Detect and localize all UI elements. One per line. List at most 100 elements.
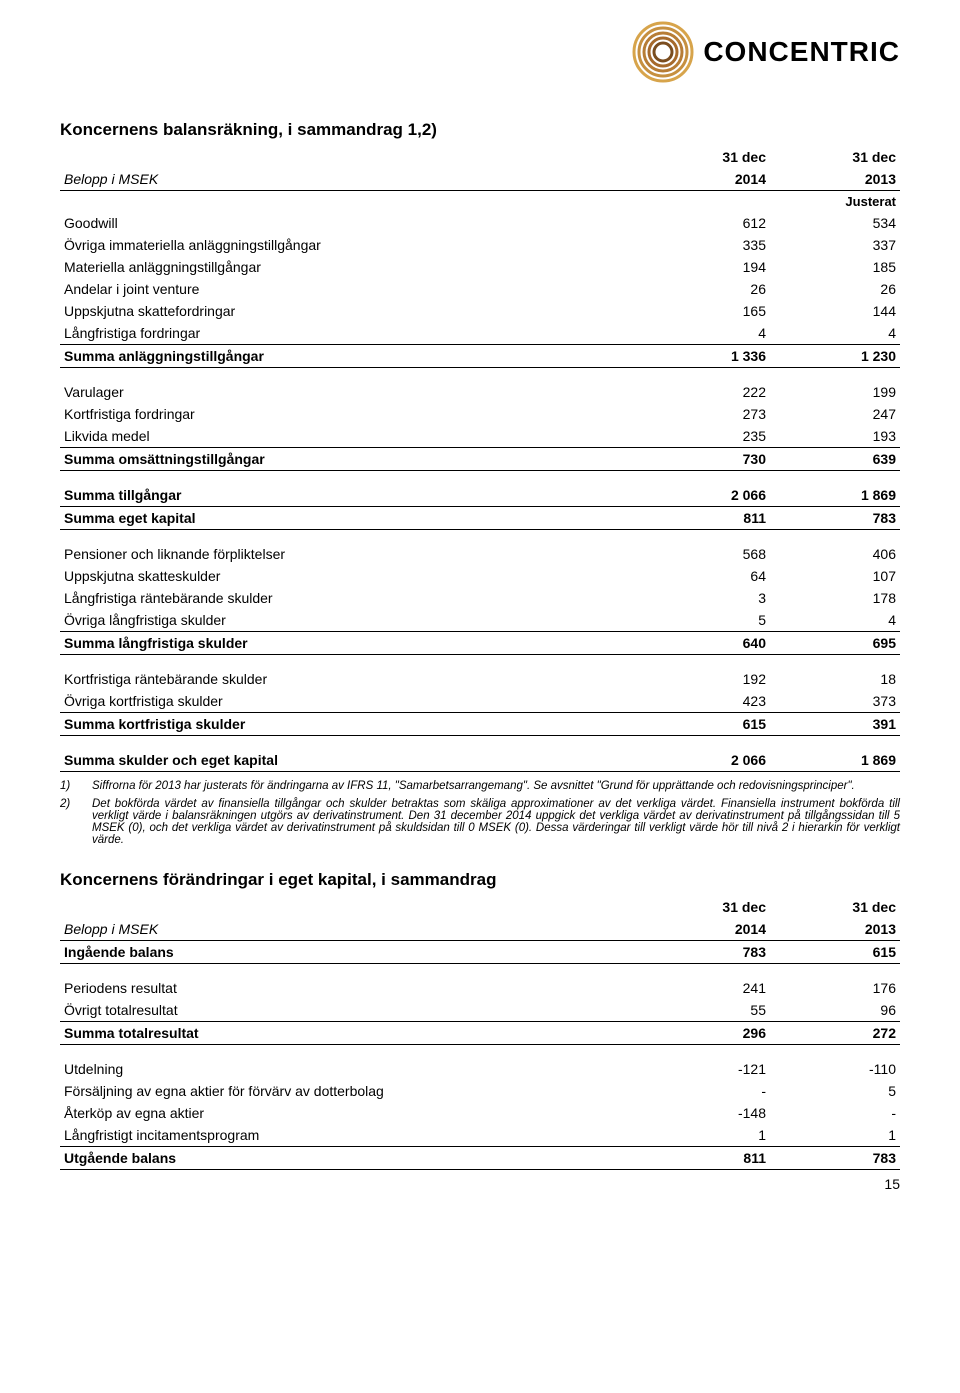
row-val-2013: 178 bbox=[770, 587, 900, 609]
spacer-row bbox=[60, 1045, 900, 1059]
row-val-2014: 335 bbox=[640, 234, 770, 256]
row-label: Summa anläggningstillgångar bbox=[60, 345, 640, 368]
row-val-2013: 185 bbox=[770, 256, 900, 278]
row-val-2014: 615 bbox=[640, 713, 770, 736]
spacer-row bbox=[60, 655, 900, 669]
row-val-2013: 144 bbox=[770, 300, 900, 322]
row-label: Varulager bbox=[60, 381, 640, 403]
table-row: Summa anläggningstillgångar1 3361 230 bbox=[60, 345, 900, 368]
row-val-2014: 3 bbox=[640, 587, 770, 609]
footnote-marker: 2) bbox=[60, 798, 80, 846]
row-label: Ingående balans bbox=[60, 941, 640, 964]
row-label: Andelar i joint venture bbox=[60, 278, 640, 300]
logo-text: CONCENTRIC bbox=[703, 36, 900, 68]
row-val-2014: 811 bbox=[640, 1147, 770, 1170]
table-row: Summa skulder och eget kapital2 0661 869 bbox=[60, 749, 900, 772]
table-row: Övrigt totalresultat5596 bbox=[60, 999, 900, 1022]
table-row: Kortfristiga fordringar273247 bbox=[60, 403, 900, 425]
table-row: Ingående balans783615 bbox=[60, 941, 900, 964]
row-val-2014: 640 bbox=[640, 632, 770, 655]
t1-row-label: Belopp i MSEK bbox=[60, 146, 640, 191]
row-val-2014: 26 bbox=[640, 278, 770, 300]
table-row: Långfristiga fordringar44 bbox=[60, 322, 900, 345]
table-row: Uppskjutna skattefordringar165144 bbox=[60, 300, 900, 322]
company-logo: CONCENTRIC bbox=[631, 20, 900, 84]
row-label: Övriga immateriella anläggningstillgånga… bbox=[60, 234, 640, 256]
table-row: Materiella anläggningstillgångar194185 bbox=[60, 256, 900, 278]
row-val-2014: 64 bbox=[640, 565, 770, 587]
row-label: Kortfristiga fordringar bbox=[60, 403, 640, 425]
row-val-2014: -148 bbox=[640, 1102, 770, 1124]
row-val-2014: 55 bbox=[640, 999, 770, 1022]
table-row: Goodwill612534 bbox=[60, 212, 900, 234]
table-row: Långfristiga räntebärande skulder3178 bbox=[60, 587, 900, 609]
table-row: Utdelning-121-110 bbox=[60, 1058, 900, 1080]
row-label: Uppskjutna skatteskulder bbox=[60, 565, 640, 587]
row-label: Summa omsättningstillgångar bbox=[60, 448, 640, 471]
t2-col1-top: 31 dec bbox=[640, 896, 770, 918]
row-val-2013: 193 bbox=[770, 425, 900, 448]
table-row: Övriga immateriella anläggningstillgånga… bbox=[60, 234, 900, 256]
row-val-2013: 406 bbox=[770, 543, 900, 565]
spacer-row bbox=[60, 736, 900, 750]
table-row: Övriga långfristiga skulder54 bbox=[60, 609, 900, 632]
row-val-2014: 165 bbox=[640, 300, 770, 322]
row-label: Övriga kortfristiga skulder bbox=[60, 690, 640, 713]
row-label: Pensioner och liknande förpliktelser bbox=[60, 543, 640, 565]
table-row: Summa tillgångar2 0661 869 bbox=[60, 484, 900, 507]
row-val-2014: 5 bbox=[640, 609, 770, 632]
row-val-2014: 568 bbox=[640, 543, 770, 565]
table-row: Likvida medel235193 bbox=[60, 425, 900, 448]
t2-row-label: Belopp i MSEK bbox=[60, 896, 640, 941]
t1-adjusted-label: Justerat bbox=[770, 191, 900, 213]
table-row: Pensioner och liknande förpliktelser5684… bbox=[60, 543, 900, 565]
row-label: Summa eget kapital bbox=[60, 507, 640, 530]
row-label: Övriga långfristiga skulder bbox=[60, 609, 640, 632]
row-label: Övrigt totalresultat bbox=[60, 999, 640, 1022]
table-row: Summa långfristiga skulder640695 bbox=[60, 632, 900, 655]
row-val-2014: 296 bbox=[640, 1022, 770, 1045]
t2-col2-top: 31 dec bbox=[770, 896, 900, 918]
equity-changes-table: Belopp i MSEK 31 dec 31 dec 2014 2013 In… bbox=[60, 896, 900, 1170]
row-val-2013: 534 bbox=[770, 212, 900, 234]
spacer-row bbox=[60, 368, 900, 382]
row-val-2013: 18 bbox=[770, 668, 900, 690]
t1-col2-top: 31 dec bbox=[770, 146, 900, 168]
row-label: Summa kortfristiga skulder bbox=[60, 713, 640, 736]
table-row: Summa totalresultat296272 bbox=[60, 1022, 900, 1045]
table-row: Återköp av egna aktier-148- bbox=[60, 1102, 900, 1124]
row-val-2013: -110 bbox=[770, 1058, 900, 1080]
table-row: Uppskjutna skatteskulder64107 bbox=[60, 565, 900, 587]
row-val-2013: 337 bbox=[770, 234, 900, 256]
footnote: 2)Det bokförda värdet av finansiella til… bbox=[60, 798, 900, 846]
row-label: Periodens resultat bbox=[60, 977, 640, 999]
table-row: Utgående balans811783 bbox=[60, 1147, 900, 1170]
row-val-2013: 783 bbox=[770, 507, 900, 530]
logo-rings-icon bbox=[631, 20, 695, 84]
row-val-2013: - bbox=[770, 1102, 900, 1124]
table1-title: Koncernens balansräkning, i sammandrag 1… bbox=[60, 120, 900, 140]
t2-col2-bot: 2013 bbox=[770, 918, 900, 941]
row-val-2013: 4 bbox=[770, 609, 900, 632]
row-val-2014: 730 bbox=[640, 448, 770, 471]
row-label: Summa totalresultat bbox=[60, 1022, 640, 1045]
table-row: Summa eget kapital811783 bbox=[60, 507, 900, 530]
footnotes: 1)Siffrorna för 2013 har justerats för ä… bbox=[60, 780, 900, 846]
footnote: 1)Siffrorna för 2013 har justerats för ä… bbox=[60, 780, 900, 792]
row-val-2013: 5 bbox=[770, 1080, 900, 1102]
table-row: Försäljning av egna aktier för förvärv a… bbox=[60, 1080, 900, 1102]
row-label: Försäljning av egna aktier för förvärv a… bbox=[60, 1080, 640, 1102]
row-val-2014: 2 066 bbox=[640, 749, 770, 772]
table-row: Andelar i joint venture2626 bbox=[60, 278, 900, 300]
row-val-2013: 26 bbox=[770, 278, 900, 300]
row-label: Kortfristiga räntebärande skulder bbox=[60, 668, 640, 690]
row-label: Långfristigt incitamentsprogram bbox=[60, 1124, 640, 1147]
row-val-2014: 273 bbox=[640, 403, 770, 425]
row-val-2013: 1 230 bbox=[770, 345, 900, 368]
row-val-2013: 1 bbox=[770, 1124, 900, 1147]
row-val-2014: 4 bbox=[640, 322, 770, 345]
row-val-2013: 247 bbox=[770, 403, 900, 425]
spacer-row bbox=[60, 471, 900, 485]
row-label: Uppskjutna skattefordringar bbox=[60, 300, 640, 322]
row-val-2013: 272 bbox=[770, 1022, 900, 1045]
